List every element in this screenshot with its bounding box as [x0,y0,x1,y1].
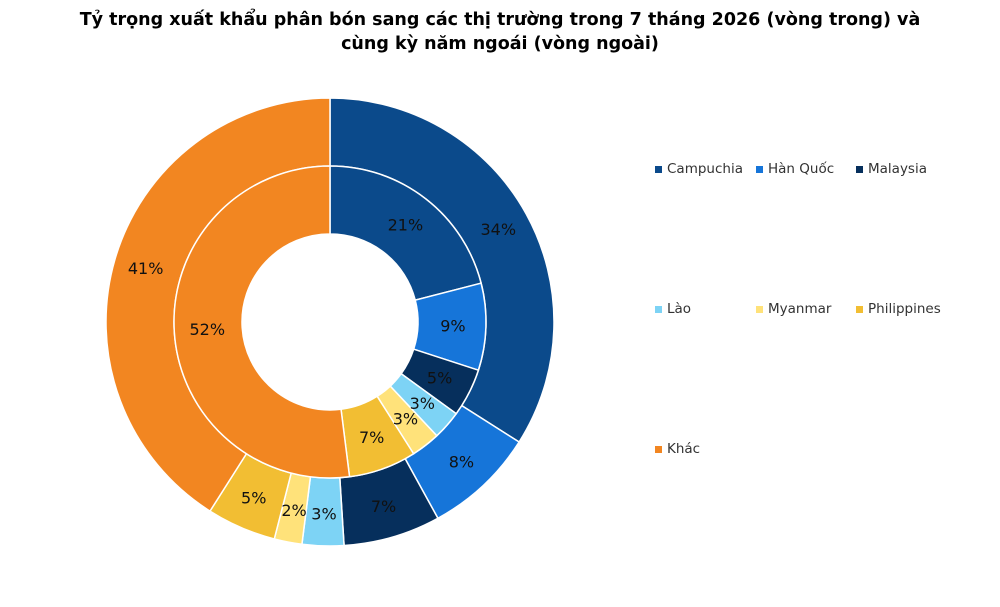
inner-label-malaysia: 5% [427,368,452,387]
legend-swatch [655,445,662,453]
legend-swatch [856,305,863,313]
legend-item-philippines: Philippines [856,300,941,318]
legend-item-han-quoc: Hàn Quốc [756,160,834,178]
legend-label: Hàn Quốc [768,161,835,177]
legend-item-myanmar: Myanmar [756,300,831,318]
legend-label: Khác [667,441,701,457]
inner-label-campuchia: 21% [388,215,424,234]
legend-swatch [756,305,763,313]
inner-label-myanmar: 3% [393,410,418,429]
legend-label: Myanmar [768,301,832,317]
legend-swatch [856,165,863,173]
legend-swatch [756,165,763,173]
legend-label: Malaysia [868,161,927,177]
outer-label-han-quoc: 8% [449,452,474,471]
inner-slice-campuchia [329,165,483,302]
legend-item-khac: Khác [655,440,700,458]
inner-slice-khac [173,165,351,479]
outer-label-malaysia: 7% [371,497,396,516]
inner-label-lao: 3% [410,394,435,413]
legend-label: Lào [667,301,692,317]
inner-ring [173,165,487,479]
outer-label-lao: 3% [311,504,336,523]
inner-label-philippines: 7% [359,428,384,447]
outer-label-myanmar: 2% [281,501,306,520]
legend-swatch [655,165,662,173]
inner-label-han-quoc: 9% [440,316,465,335]
chart-title: Tỷ trọng xuất khẩu phân bón sang các thị… [0,8,1000,56]
legend-label: Philippines [868,301,941,317]
outer-label-campuchia: 34% [480,220,516,239]
legend-item-lao: Lào [655,300,691,318]
inner-label-khac: 52% [189,320,225,339]
legend-item-campuchia: Campuchia [655,160,743,178]
outer-ring [105,97,555,547]
chart-title-line-1: Tỷ trọng xuất khẩu phân bón sang các thị… [79,10,921,30]
legend-swatch [655,305,662,313]
outer-label-philippines: 5% [241,489,266,508]
slice-labels: 34%8%7%3%2%5%41%21%9%5%3%3%7%52% [128,215,516,523]
outer-label-khac: 41% [128,259,164,278]
chart-title-line-2: cùng kỳ năm ngoái (vòng ngoài) [341,34,659,54]
legend-item-malaysia: Malaysia [856,160,927,178]
legend-label: Campuchia [667,161,743,177]
